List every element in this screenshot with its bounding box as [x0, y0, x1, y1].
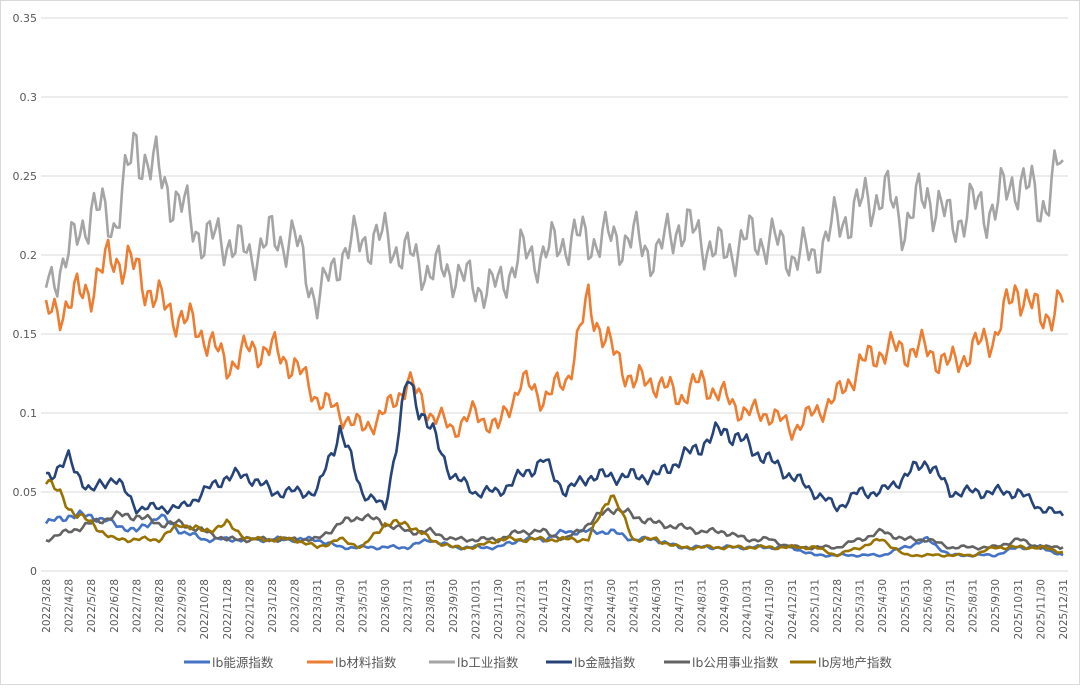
x-tick-label: 2022/12/28 — [244, 579, 256, 640]
gridlines — [41, 17, 1068, 572]
legend-item: lb公用事业指数 — [664, 655, 779, 670]
y-tick-label: 0.05 — [13, 486, 38, 499]
x-tick-label: 2024/10/31 — [742, 579, 754, 640]
series-line-4 — [45, 507, 1064, 551]
x-tick-label: 2025/1/31 — [809, 579, 821, 633]
x-tick-label: 2024/4/30 — [606, 579, 618, 633]
legend: lb能源指数 lb材料指数 lb工业指数 lb金融指数 lb公用事业指数 lb房地产指数 — [184, 655, 892, 670]
x-tick-label: 2022/3/28 — [41, 579, 53, 633]
y-tick-label: 0.25 — [13, 170, 38, 183]
x-axis-ticks: 2022/3/28 2022/4/28 2022/5/28 2022/6/28 2022… — [41, 579, 1070, 640]
x-tick-label: 2022/10/28 — [199, 579, 211, 640]
legend-label: lb工业指数 — [457, 655, 519, 670]
legend-label: lb公用事业指数 — [692, 655, 779, 670]
series-line-0 — [44, 509, 1064, 558]
legend-item: lb房地产指数 — [790, 655, 892, 670]
legend-label: lb材料指数 — [335, 655, 397, 670]
x-tick-label: 2022/4/28 — [64, 579, 76, 633]
x-tick-label: 2024/6/30 — [651, 579, 663, 633]
x-tick-label: 2025/3/31 — [855, 579, 867, 633]
series-line-3 — [46, 380, 1065, 517]
x-tick-label: 2023/8/31 — [425, 579, 437, 633]
y-axis-ticks: 0 0.05 0.1 0.15 0.2 0.25 0.3 0.35 — [13, 12, 38, 578]
series-lines — [44, 131, 1065, 558]
legend-item: lb金融指数 — [546, 655, 636, 670]
x-tick-label: 2025/8/31 — [968, 579, 980, 633]
x-tick-label: 2025/2/28 — [832, 579, 844, 633]
x-tick-label: 2024/8/31 — [696, 579, 708, 633]
series-line-1 — [44, 238, 1065, 441]
x-tick-label: 2023/3/31 — [312, 579, 324, 633]
y-tick-label: 0.35 — [13, 12, 38, 25]
x-tick-label: 2024/3/31 — [583, 579, 595, 633]
x-tick-label: 2025/6/30 — [922, 579, 934, 633]
legend-item: lb能源指数 — [184, 655, 274, 670]
x-tick-label: 2025/10/31 — [1013, 579, 1025, 640]
x-tick-label: 2023/1/28 — [267, 579, 279, 633]
legend-item: lb工业指数 — [429, 655, 519, 670]
series-line-5 — [44, 478, 1064, 558]
y-tick-label: 0 — [30, 565, 37, 578]
x-tick-label: 2025/4/30 — [877, 579, 889, 633]
x-tick-label: 2022/8/28 — [154, 579, 166, 633]
x-tick-label: 2022/5/28 — [86, 579, 98, 633]
x-tick-label: 2025/11/30 — [1035, 579, 1047, 640]
x-tick-label: 2023/10/31 — [470, 579, 482, 640]
y-tick-label: 0.3 — [20, 91, 38, 104]
x-tick-label: 2024/2/29 — [561, 579, 573, 633]
x-tick-label: 2025/12/31 — [1058, 579, 1070, 640]
x-tick-label: 2024/9/30 — [719, 579, 731, 633]
x-tick-label: 2022/6/28 — [109, 579, 121, 633]
legend-label: lb金融指数 — [574, 655, 636, 670]
x-tick-label: 2023/12/31 — [516, 579, 528, 640]
x-tick-label: 2023/4/30 — [335, 579, 347, 633]
x-tick-label: 2023/11/30 — [493, 579, 505, 640]
x-tick-label: 2022/9/28 — [177, 579, 189, 633]
x-tick-label: 2024/12/31 — [787, 579, 799, 640]
x-tick-label: 2024/7/31 — [674, 579, 686, 633]
y-tick-label: 0.15 — [13, 328, 38, 341]
x-tick-label: 2025/5/31 — [900, 579, 912, 633]
x-tick-label: 2024/11/30 — [764, 579, 776, 640]
x-tick-label: 2023/9/30 — [448, 579, 460, 633]
y-tick-label: 0.2 — [20, 249, 38, 262]
x-tick-label: 2022/7/28 — [131, 579, 143, 633]
y-tick-label: 0.1 — [20, 407, 38, 420]
x-tick-label: 2023/5/31 — [357, 579, 369, 633]
x-tick-label: 2024/5/31 — [629, 579, 641, 633]
series-line-2 — [44, 131, 1064, 320]
x-tick-label: 2023/7/31 — [403, 579, 415, 633]
legend-item: lb材料指数 — [307, 655, 397, 670]
x-tick-label: 2022/11/28 — [222, 579, 234, 640]
x-tick-label: 2023/2/28 — [290, 579, 302, 633]
x-tick-label: 2025/7/31 — [945, 579, 957, 633]
x-tick-label: 2023/6/30 — [380, 579, 392, 633]
x-tick-label: 2025/9/30 — [990, 579, 1002, 633]
legend-label: lb能源指数 — [212, 655, 274, 670]
legend-label: lb房地产指数 — [818, 655, 892, 670]
x-tick-label: 2024/1/31 — [538, 579, 550, 633]
